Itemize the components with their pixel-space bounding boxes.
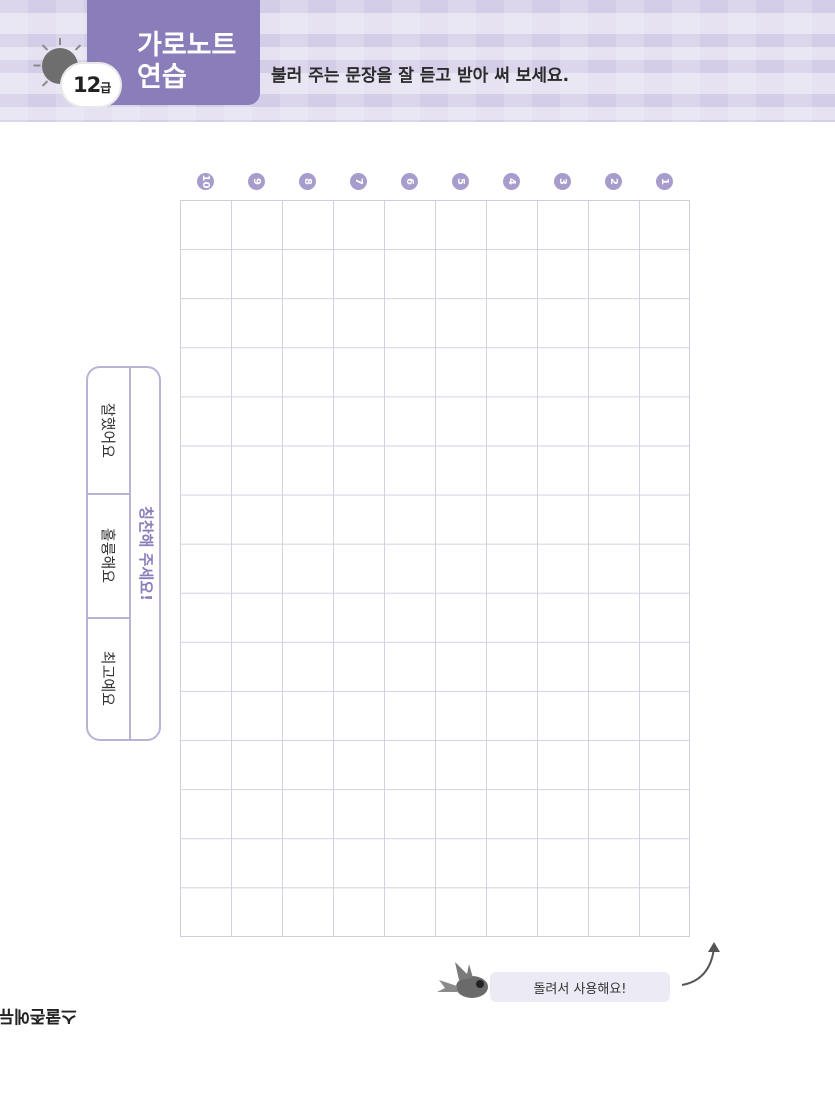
- column-number: 1: [656, 173, 673, 190]
- header-banner: 가로노트 연습 12급 불러 주는 문장을 잘 듣고 받아 써 보세요.: [0, 0, 835, 122]
- rotate-tip: 돌려서 사용해요!: [490, 972, 670, 1002]
- instruction-text: 불러 주는 문장을 잘 듣고 받아 써 보세요.: [271, 66, 570, 86]
- publisher-logo: 스쿨존에듀: [0, 1005, 77, 1026]
- column-number: 2: [605, 173, 622, 190]
- praise-option-great[interactable]: 훌륭해요: [99, 527, 118, 583]
- column-number: 10: [197, 173, 214, 190]
- curved-arrow-icon: [681, 942, 720, 986]
- column-number: 5: [452, 173, 469, 190]
- column-number: 7: [350, 173, 367, 190]
- praise-box: 잘했어요 훌륭해요 최고예요 칭찬해 주세요!: [86, 366, 161, 741]
- column-number: 6: [401, 173, 418, 190]
- praise-option-good[interactable]: 잘했어요: [99, 402, 118, 459]
- column-number: 9: [248, 173, 265, 190]
- title-line-2: 연습: [137, 62, 187, 93]
- column-number: 3: [554, 173, 571, 190]
- writing-grid: [180, 200, 690, 937]
- praise-title: 칭찬해 주세요!: [136, 506, 155, 601]
- bird-icon: [437, 962, 488, 998]
- praise-option-best[interactable]: 최고예요: [99, 650, 118, 706]
- title-line-1: 가로노트: [137, 30, 237, 61]
- column-number: 4: [503, 173, 520, 190]
- grade-badge: 12급: [73, 73, 111, 97]
- page-title: 가로노트 연습: [137, 30, 236, 94]
- column-number: 8: [299, 173, 316, 190]
